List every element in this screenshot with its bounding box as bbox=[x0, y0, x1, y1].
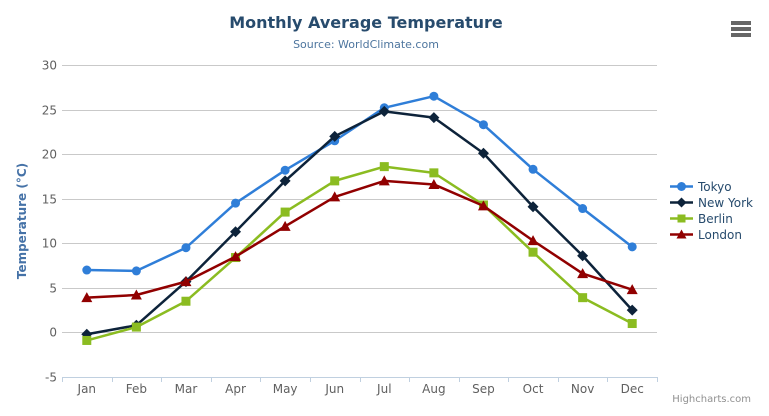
legend-item-berlin[interactable]: Berlin bbox=[670, 211, 753, 226]
tokyo-line-circle-icon bbox=[670, 180, 693, 193]
data-point-tokyo[interactable] bbox=[131, 266, 141, 276]
legend-item-new-york[interactable]: New York bbox=[670, 195, 753, 210]
series-new-york bbox=[81, 105, 638, 340]
chart-title: Monthly Average Temperature bbox=[229, 13, 503, 32]
data-point-tokyo[interactable] bbox=[578, 204, 588, 214]
data-point-berlin[interactable] bbox=[330, 176, 340, 186]
y-axis-tick-label: 10 bbox=[42, 237, 57, 251]
data-point-new-york[interactable] bbox=[230, 226, 242, 238]
data-point-berlin[interactable] bbox=[429, 168, 439, 178]
data-point-tokyo[interactable] bbox=[528, 164, 538, 174]
berlin-line-square-icon bbox=[670, 212, 693, 225]
data-point-tokyo[interactable] bbox=[478, 120, 488, 130]
hamburger-menu-icon[interactable] bbox=[731, 21, 751, 39]
x-axis: Jan Feb Mar Apr May Jun Jul Aug Sep Oct Nov Dec bbox=[62, 377, 658, 396]
data-point-london[interactable] bbox=[577, 268, 589, 279]
y-axis-tick-label: 15 bbox=[42, 193, 57, 207]
hamburger-bar bbox=[731, 27, 751, 31]
new-york-line-diamond-icon bbox=[670, 196, 693, 209]
data-point-new-york[interactable] bbox=[428, 112, 440, 124]
data-point-london[interactable] bbox=[527, 235, 539, 246]
london-line-triangle-icon bbox=[670, 228, 693, 241]
y-axis-tick-label: 25 bbox=[42, 104, 57, 118]
series-line-tokyo[interactable] bbox=[85, 94, 634, 273]
data-point-new-york[interactable] bbox=[279, 175, 291, 187]
data-point-tokyo[interactable] bbox=[429, 91, 439, 101]
series-line-berlin[interactable] bbox=[85, 165, 634, 342]
data-point-london[interactable] bbox=[626, 284, 638, 295]
data-point-new-york[interactable] bbox=[378, 105, 390, 117]
x-axis-tick-label: Apr bbox=[225, 382, 246, 396]
y-axis-tick-label: 20 bbox=[42, 148, 57, 162]
legend-item-london[interactable]: London bbox=[670, 227, 753, 242]
x-axis-tick-label: Jun bbox=[324, 382, 344, 396]
legend: Tokyo New York Berlin London bbox=[670, 179, 753, 242]
data-point-berlin[interactable] bbox=[379, 162, 389, 172]
series-line-new-york[interactable] bbox=[85, 110, 634, 336]
data-point-berlin[interactable] bbox=[82, 335, 92, 345]
hamburger-bar bbox=[731, 33, 751, 37]
x-axis-tick-label: May bbox=[273, 382, 298, 396]
data-point-tokyo[interactable] bbox=[627, 242, 637, 252]
y-axis-tick-label: 0 bbox=[49, 326, 57, 340]
y-axis-tick-label: 5 bbox=[49, 282, 57, 296]
chart-subtitle: Source: WorldClimate.com bbox=[293, 38, 439, 51]
data-point-new-york[interactable] bbox=[626, 304, 638, 316]
x-axis-tick-label: Jan bbox=[77, 382, 97, 396]
series-line-london[interactable] bbox=[85, 179, 634, 299]
highcharts-credit-link[interactable]: Highcharts.com bbox=[672, 394, 751, 405]
data-point-london[interactable] bbox=[428, 178, 440, 189]
x-axis-tick-label: Jul bbox=[376, 382, 391, 396]
data-point-london[interactable] bbox=[477, 200, 489, 211]
data-point-berlin[interactable] bbox=[131, 322, 141, 332]
x-axis-tick-label: Mar bbox=[175, 382, 198, 396]
data-point-london[interactable] bbox=[378, 175, 390, 186]
data-point-berlin[interactable] bbox=[528, 247, 538, 257]
x-axis-tick-label: Feb bbox=[126, 382, 147, 396]
data-point-berlin[interactable] bbox=[280, 207, 290, 217]
data-point-new-york[interactable] bbox=[329, 130, 341, 142]
legend-label: New York bbox=[698, 195, 753, 210]
y-axis-tick-label: -5 bbox=[45, 371, 57, 385]
data-point-tokyo[interactable] bbox=[280, 165, 290, 175]
y-axis-tick-label: 30 bbox=[42, 59, 57, 73]
data-point-berlin[interactable] bbox=[578, 293, 588, 303]
series-london bbox=[81, 175, 638, 303]
series-tokyo bbox=[82, 91, 637, 276]
data-point-london[interactable] bbox=[230, 251, 242, 262]
data-point-tokyo[interactable] bbox=[181, 243, 191, 253]
grid-lines bbox=[62, 65, 657, 378]
legend-label: Berlin bbox=[698, 211, 733, 226]
legend-label: London bbox=[698, 227, 742, 242]
x-axis-tick-label: Oct bbox=[523, 382, 544, 396]
data-point-london[interactable] bbox=[279, 220, 291, 231]
data-point-tokyo[interactable] bbox=[231, 198, 241, 208]
data-point-london[interactable] bbox=[180, 276, 192, 287]
data-point-berlin[interactable] bbox=[181, 296, 191, 306]
data-point-tokyo[interactable] bbox=[82, 265, 92, 275]
x-axis-tick-label: Sep bbox=[472, 382, 495, 396]
y-axis-labels: -5 0 5 10 15 20 25 30 bbox=[42, 59, 57, 385]
data-point-berlin[interactable] bbox=[627, 319, 637, 329]
x-axis-tick-label: Dec bbox=[621, 382, 644, 396]
data-point-london[interactable] bbox=[130, 289, 142, 300]
x-axis-tick-label: Aug bbox=[422, 382, 445, 396]
x-axis-tick-label: Nov bbox=[571, 382, 594, 396]
legend-label: Tokyo bbox=[698, 179, 732, 194]
data-point-london[interactable] bbox=[329, 191, 341, 202]
data-point-new-york[interactable] bbox=[577, 250, 589, 262]
data-point-new-york[interactable] bbox=[527, 201, 539, 213]
hamburger-bar bbox=[731, 21, 751, 25]
data-point-london[interactable] bbox=[81, 292, 93, 303]
data-point-new-york[interactable] bbox=[477, 147, 489, 159]
legend-item-tokyo[interactable]: Tokyo bbox=[670, 179, 753, 194]
